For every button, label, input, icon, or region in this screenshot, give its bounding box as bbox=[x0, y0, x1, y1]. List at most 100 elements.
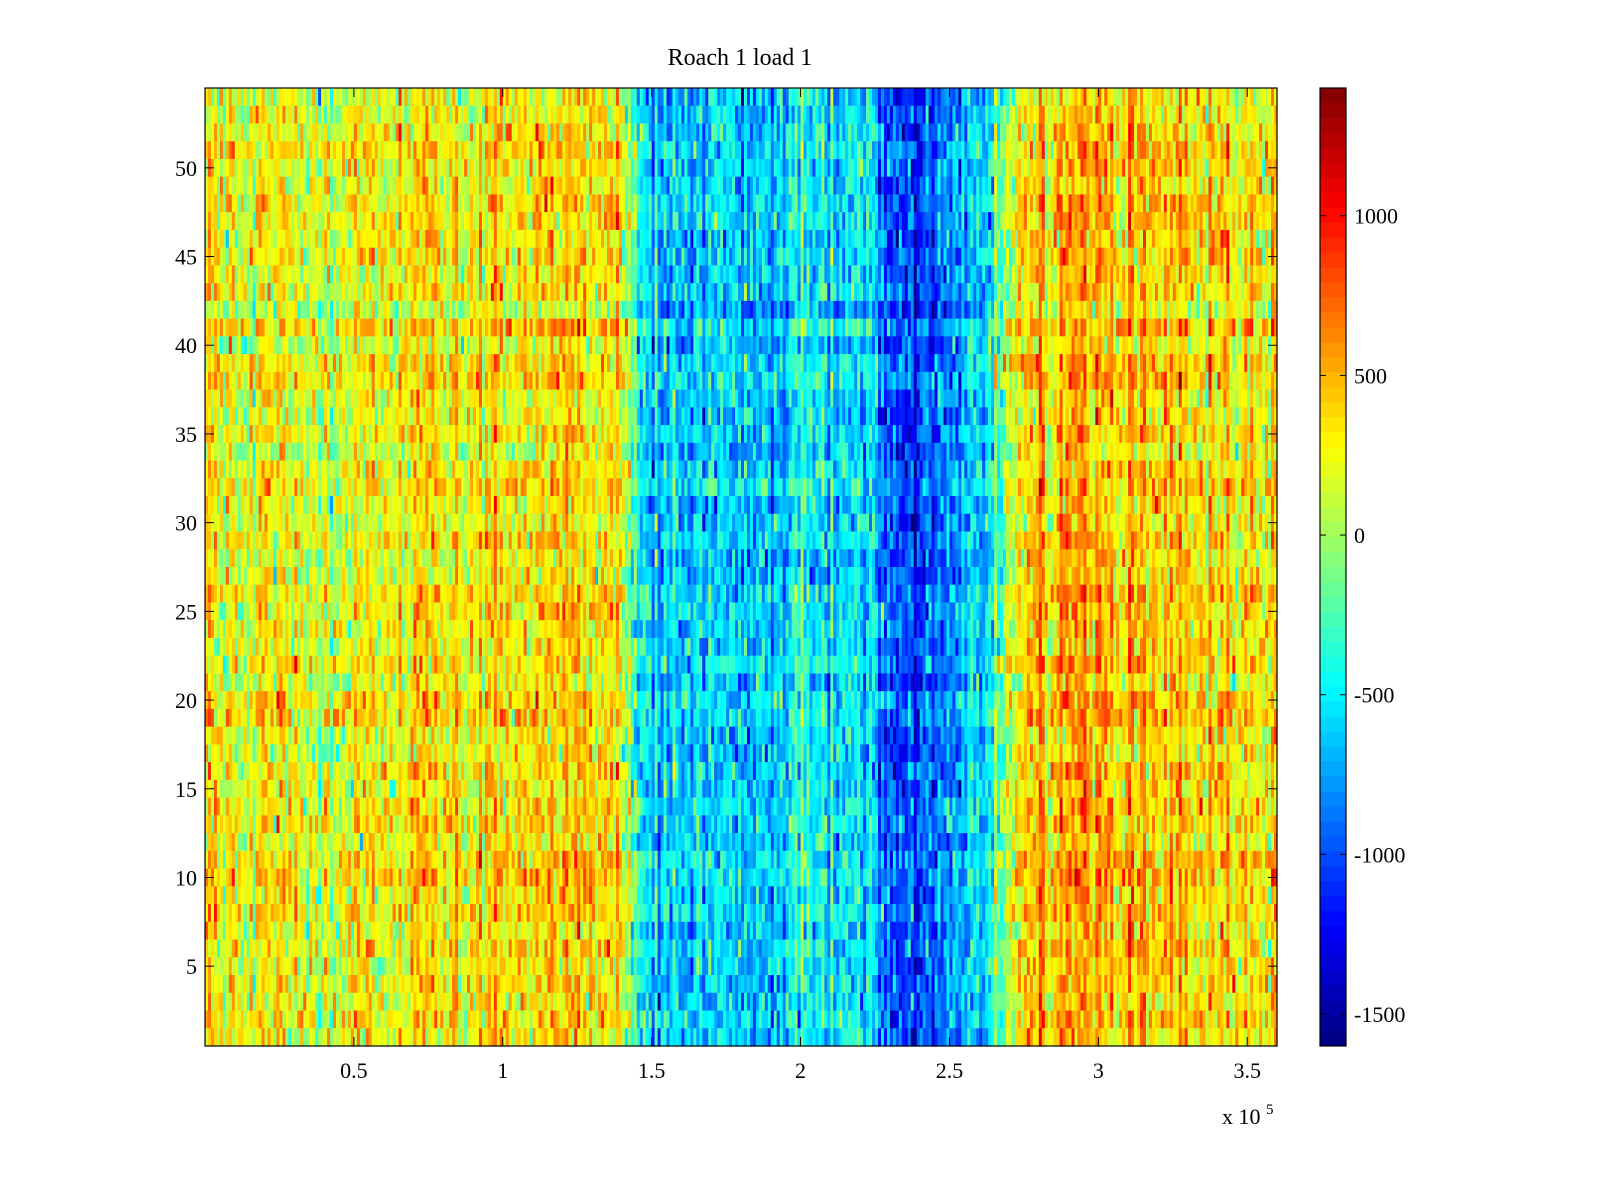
heatmap-cell bbox=[532, 141, 537, 160]
heatmap-cell bbox=[872, 123, 876, 142]
heatmap-cell bbox=[327, 141, 331, 160]
heatmap-cell bbox=[1050, 105, 1055, 125]
heatmap-cell bbox=[732, 105, 736, 125]
heatmap-cell bbox=[395, 123, 400, 142]
heatmap-cell bbox=[1274, 88, 1278, 107]
heatmap-cell bbox=[237, 123, 242, 142]
heatmap-cell bbox=[1104, 123, 1108, 142]
heatmap-cell bbox=[282, 88, 286, 107]
heatmap-cell bbox=[404, 105, 409, 125]
heatmap-cell bbox=[481, 141, 486, 160]
heatmap-cell bbox=[383, 105, 388, 125]
heatmap-cell bbox=[925, 105, 930, 125]
heatmap-cell bbox=[350, 105, 355, 125]
heatmap-cell bbox=[866, 105, 870, 125]
heatmap-cell bbox=[422, 88, 426, 107]
heatmap-cell bbox=[309, 123, 313, 142]
heatmap-cell bbox=[505, 141, 510, 160]
heatmap-cell bbox=[449, 105, 453, 125]
heatmap-cell bbox=[1083, 105, 1088, 125]
heatmap-cell bbox=[475, 141, 480, 160]
heatmap-cell bbox=[806, 88, 811, 107]
heatmap-cell bbox=[1166, 105, 1171, 125]
heatmap-cell bbox=[565, 123, 569, 142]
heatmap-cell bbox=[1119, 123, 1123, 142]
heatmap-cell bbox=[318, 105, 322, 125]
heatmap-cell bbox=[758, 123, 763, 142]
heatmap-cell bbox=[246, 88, 251, 107]
heatmap-cell bbox=[779, 123, 784, 142]
heatmap-cell bbox=[297, 105, 301, 125]
heatmap-cell bbox=[732, 88, 736, 107]
heatmap-cell bbox=[538, 123, 543, 142]
heatmap-cell bbox=[395, 141, 400, 160]
heatmap-cell bbox=[675, 88, 680, 107]
heatmap-cell bbox=[869, 123, 873, 142]
heatmap-cell bbox=[1062, 123, 1067, 142]
heatmap-cell bbox=[464, 88, 468, 107]
heatmap-cell bbox=[258, 141, 263, 160]
heatmap-cell bbox=[336, 88, 340, 107]
heatmap-cell bbox=[877, 105, 882, 125]
heatmap-cell bbox=[496, 105, 501, 125]
heatmap-cell bbox=[428, 105, 432, 125]
heatmap-cell bbox=[205, 88, 209, 107]
heatmap-cell bbox=[595, 105, 599, 125]
heatmap-cell bbox=[937, 123, 942, 142]
heatmap-cell bbox=[300, 88, 304, 107]
heatmap-cell bbox=[1113, 123, 1117, 142]
heatmap-cell bbox=[687, 105, 691, 125]
heatmap-cell bbox=[1199, 88, 1204, 107]
heatmap-cell bbox=[669, 88, 674, 107]
heatmap-cell bbox=[851, 123, 855, 142]
heatmap-cell bbox=[458, 88, 462, 107]
heatmap-cell bbox=[720, 141, 724, 160]
heatmap-cell bbox=[234, 141, 239, 160]
heatmap-cell bbox=[1160, 123, 1165, 142]
heatmap-cell bbox=[374, 105, 379, 125]
heatmap-cell bbox=[785, 88, 790, 107]
heatmap-cell bbox=[681, 141, 686, 160]
heatmap-cell bbox=[324, 88, 328, 107]
heatmap-cell bbox=[1041, 105, 1046, 125]
heatmap-cell bbox=[285, 88, 289, 107]
heatmap-cell bbox=[1181, 123, 1186, 142]
heatmap-cell bbox=[794, 105, 799, 125]
heatmap-cell bbox=[580, 88, 584, 107]
heatmap-cell bbox=[270, 105, 275, 125]
heatmap-cell bbox=[508, 141, 513, 160]
heatmap-cell bbox=[288, 88, 292, 107]
heatmap-cell bbox=[565, 88, 569, 107]
heatmap-cell bbox=[1181, 105, 1186, 125]
heatmap-cell bbox=[1047, 123, 1052, 142]
heatmap-cell bbox=[877, 123, 882, 142]
heatmap-cell bbox=[362, 123, 367, 142]
heatmap-cell bbox=[946, 88, 951, 107]
heatmap-cell bbox=[961, 105, 965, 125]
heatmap-cell bbox=[353, 105, 358, 125]
heatmap-cell bbox=[487, 88, 492, 107]
heatmap-cell bbox=[696, 88, 700, 107]
heatmap-cell bbox=[660, 88, 665, 107]
heatmap-cell bbox=[205, 123, 209, 142]
heatmap-cell bbox=[562, 123, 566, 142]
heatmap-cell bbox=[1035, 123, 1040, 142]
heatmap-cells bbox=[205, 88, 1278, 1047]
heatmap-cell bbox=[502, 105, 507, 125]
heatmap-cell bbox=[886, 123, 891, 142]
heatmap-cell bbox=[761, 88, 766, 107]
heatmap-cell bbox=[517, 141, 522, 160]
heatmap-cell bbox=[440, 123, 444, 142]
heatmap-cell bbox=[1038, 88, 1043, 107]
heatmap-cell bbox=[407, 123, 412, 142]
heatmap-cell bbox=[413, 123, 418, 142]
heatmap-cell bbox=[788, 123, 793, 142]
heatmap-cell bbox=[1098, 123, 1102, 142]
heatmap-cell bbox=[803, 123, 808, 142]
heatmap-cell bbox=[541, 123, 546, 142]
heatmap-cell bbox=[389, 141, 394, 160]
heatmap-cell bbox=[475, 88, 480, 107]
heatmap-cell bbox=[1053, 123, 1058, 142]
heatmap-cell bbox=[746, 123, 751, 142]
heatmap-cell bbox=[901, 123, 906, 142]
